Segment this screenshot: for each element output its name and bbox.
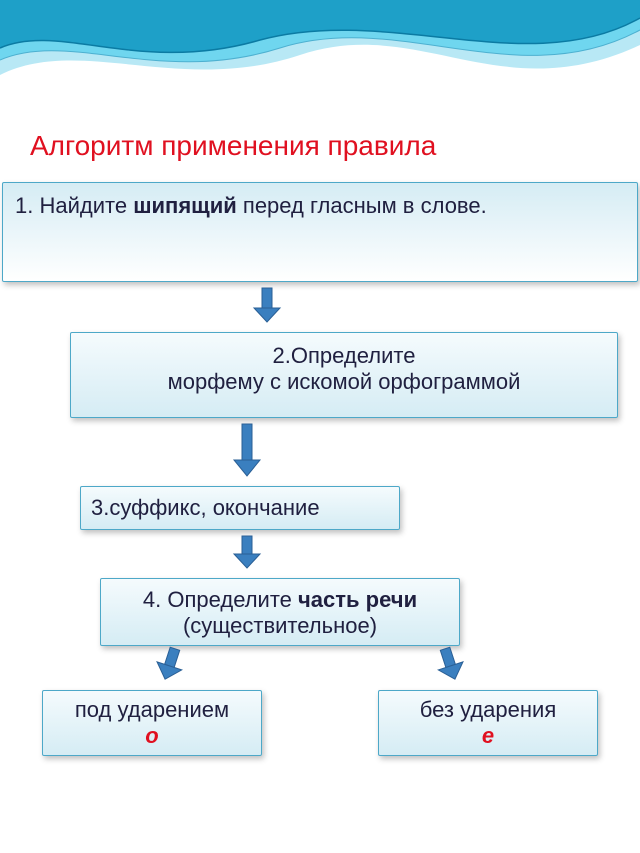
step2-line2: морфему с искомой орфограммой xyxy=(79,369,609,395)
page-title: Алгоритм применения правила xyxy=(0,120,640,182)
step4-line2: (существительное) xyxy=(111,613,449,639)
arrow-down-icon xyxy=(230,534,264,570)
right-accent: е xyxy=(389,723,587,749)
step1-suffix: перед гласным в слове. xyxy=(237,193,487,218)
arrow-down-left-icon xyxy=(150,646,190,682)
step-4-box: 4. Определите часть речи (существительно… xyxy=(100,578,460,646)
arrow-down-icon xyxy=(230,422,264,478)
step-2-box: 2.Определите морфему с искомой орфограмм… xyxy=(70,332,618,418)
step2-line1: 2.Определите xyxy=(79,343,609,369)
step4-bold: часть речи xyxy=(298,587,417,612)
arrow-down-right-icon xyxy=(430,646,470,682)
step4-prefix: 4. Определите xyxy=(143,587,298,612)
left-line1: под ударением xyxy=(53,697,251,723)
result-right-box: без ударения е xyxy=(378,690,598,756)
step-3-box: 3.суффикс, окончание xyxy=(80,486,400,530)
step1-prefix: 1. Найдите xyxy=(15,193,133,218)
step1-bold: шипящий xyxy=(133,193,237,218)
arrow-down-icon xyxy=(250,286,284,324)
left-accent: о xyxy=(53,723,251,749)
right-line1: без ударения xyxy=(389,697,587,723)
step3-text: 3.суффикс, окончание xyxy=(91,495,320,520)
step-1-box: 1. Найдите шипящий перед гласным в слове… xyxy=(2,182,638,282)
result-left-box: под ударением о xyxy=(42,690,262,756)
